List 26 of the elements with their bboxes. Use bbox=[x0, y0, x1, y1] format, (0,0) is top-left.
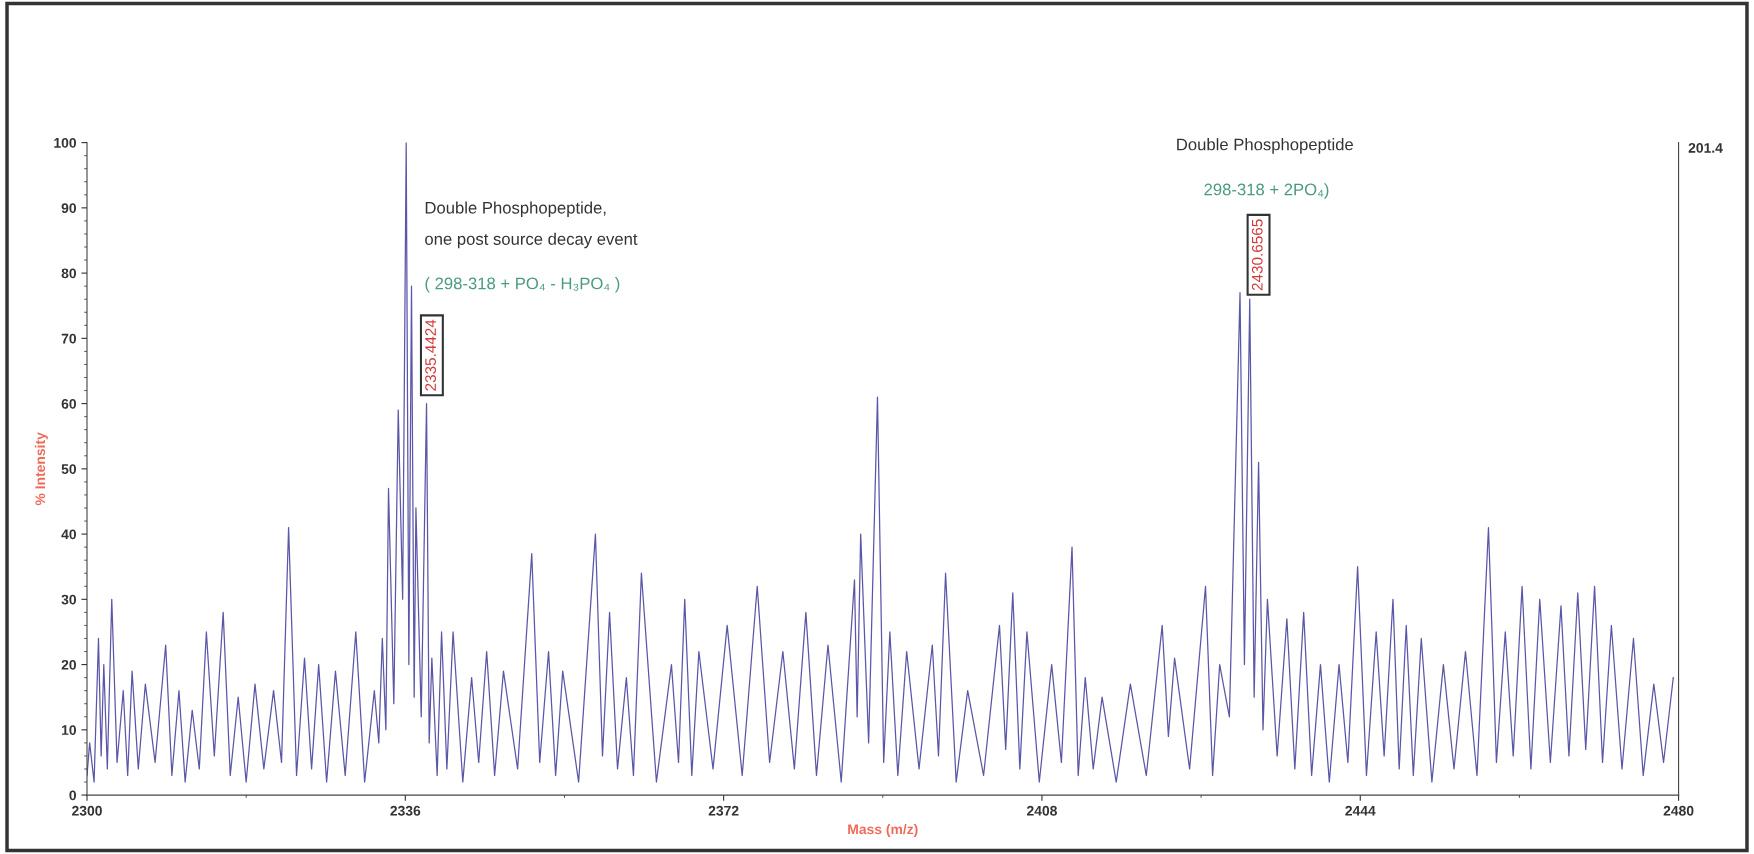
x-tick-label: 2444 bbox=[1345, 805, 1376, 816]
y-tick-label: 60 bbox=[61, 398, 77, 409]
text: 201.4 bbox=[1688, 142, 1723, 153]
x-tick-label: 2336 bbox=[390, 805, 421, 816]
y-tick-label: 10 bbox=[62, 725, 77, 735]
annotation: Double Phosphopeptide, one post source decay event bbox=[425, 201, 638, 249]
annotation: ( 298-318 + PO₄ - H₃PO₄ ) bbox=[425, 277, 620, 293]
y-tick-label: 0 bbox=[69, 790, 77, 801]
y-tick-label: 40 bbox=[61, 529, 77, 540]
annotation: 298-318 + 2PO₄) bbox=[1204, 183, 1329, 199]
x-tick-label: 2300 bbox=[72, 805, 102, 816]
annotation: Double Phosphopeptide bbox=[1177, 138, 1353, 154]
y-axis-title: % Intensity bbox=[34, 432, 48, 506]
y-tick-label: 50 bbox=[61, 464, 77, 475]
annotation: 2430.6565 bbox=[1251, 219, 1263, 291]
x-tick-label: 2372 bbox=[708, 805, 739, 816]
x-axis-title: Mass (m/z) bbox=[848, 823, 918, 837]
x-tick-label: 2480 bbox=[1663, 805, 1694, 816]
annotation: 2335.4424 bbox=[425, 319, 436, 391]
x-tick-label: 2408 bbox=[1026, 805, 1057, 816]
y-tick-label: 80 bbox=[61, 268, 77, 279]
y-tick-label: 30 bbox=[61, 594, 77, 605]
y-tick-label: 90 bbox=[61, 203, 77, 214]
y-tick-label: 70 bbox=[61, 333, 77, 344]
y-tick-label: 20 bbox=[61, 659, 77, 670]
y-tick-label: 100 bbox=[54, 137, 77, 148]
